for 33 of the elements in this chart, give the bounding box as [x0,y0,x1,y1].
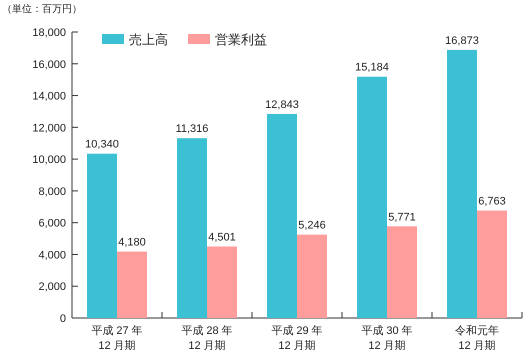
data-label: 16,873 [445,34,479,47]
y-tick-label: 10,000 [32,154,66,166]
y-tick-label: 8,000 [38,186,66,198]
bar [267,114,297,318]
legend-label: 売上高 [129,32,168,47]
data-label: 12,843 [265,98,299,111]
y-tick-label: 6,000 [38,218,66,230]
text: （単位：百万円） [2,3,82,15]
bar [477,210,507,318]
bar [207,246,237,318]
y-tick-label: 16,000 [32,58,66,71]
bar [87,154,117,318]
data-label: 4,501 [208,231,236,244]
bar [177,138,207,318]
y-tick-label: 2,000 [38,281,66,294]
data-label: 6,763 [478,196,506,208]
y-tick-label: 12,000 [32,122,66,134]
y-tick-label: 0 [60,313,66,325]
y-tick-label: 14,000 [32,90,66,103]
legend-label: 営業利益 [215,32,267,47]
data-label: 10,340 [85,138,119,151]
y-tick-label: 18,000 [32,27,66,39]
y-tick-label: 4,000 [38,249,66,262]
data-label: 4,180 [118,236,146,249]
bar [447,50,477,318]
data-label: 15,184 [355,62,389,74]
data-label: 11,316 [176,123,208,136]
bar [387,226,417,318]
data-label: 5,246 [298,220,326,232]
data-label: 5,771 [388,211,416,224]
bar [117,252,147,318]
bar [357,76,387,318]
bar [297,234,327,318]
